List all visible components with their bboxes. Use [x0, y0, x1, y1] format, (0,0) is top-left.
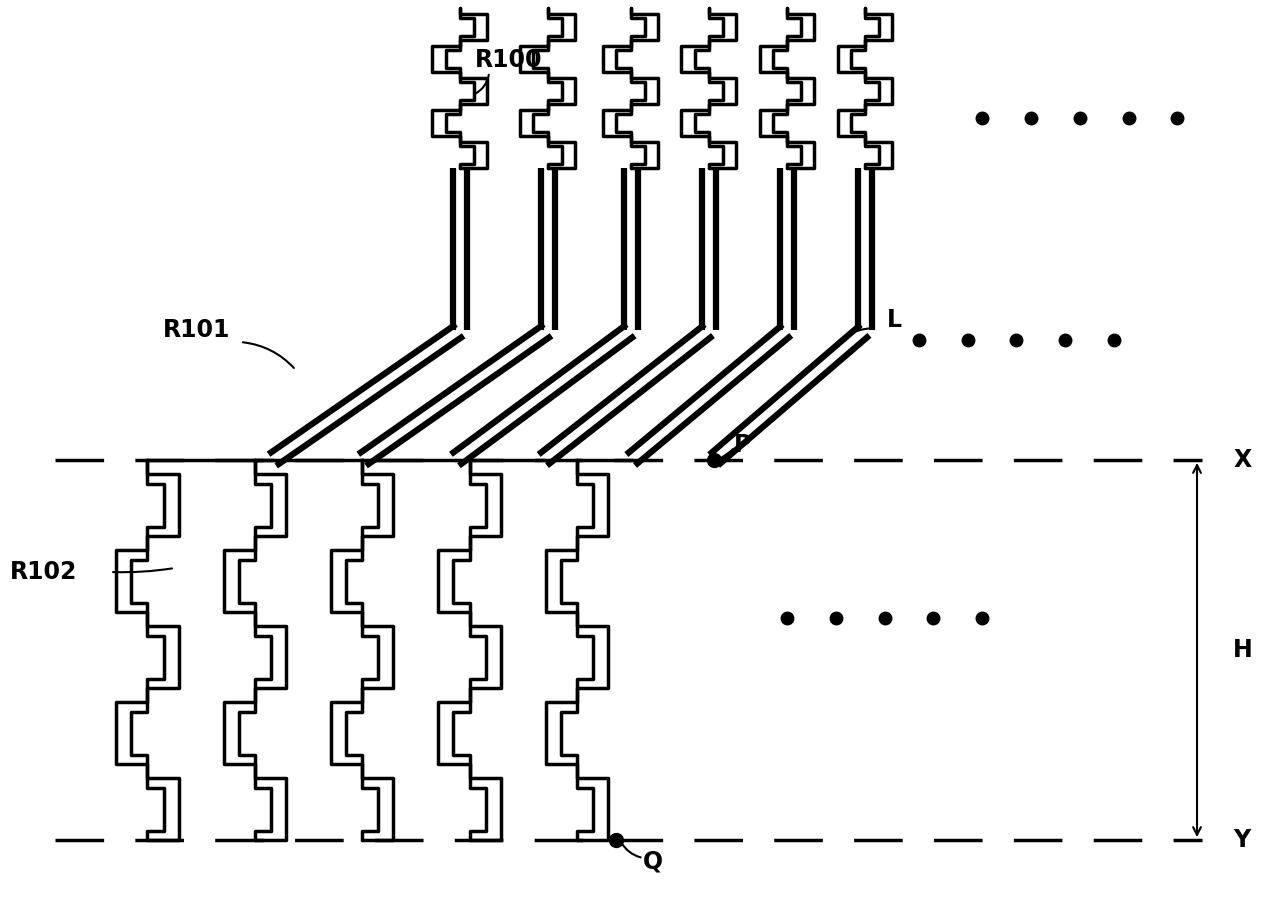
Text: L: L — [886, 308, 902, 332]
Text: H: H — [1234, 638, 1253, 662]
Text: R100: R100 — [475, 48, 542, 72]
Text: Y: Y — [1234, 828, 1250, 852]
Text: R101: R101 — [163, 318, 229, 342]
Text: X: X — [1234, 448, 1252, 472]
Text: Q: Q — [643, 850, 664, 874]
Text: R102: R102 — [10, 560, 77, 584]
Text: P: P — [734, 433, 752, 457]
